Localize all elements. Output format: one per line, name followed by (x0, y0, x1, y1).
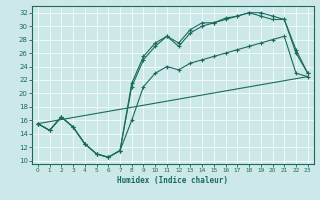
X-axis label: Humidex (Indice chaleur): Humidex (Indice chaleur) (117, 176, 228, 185)
